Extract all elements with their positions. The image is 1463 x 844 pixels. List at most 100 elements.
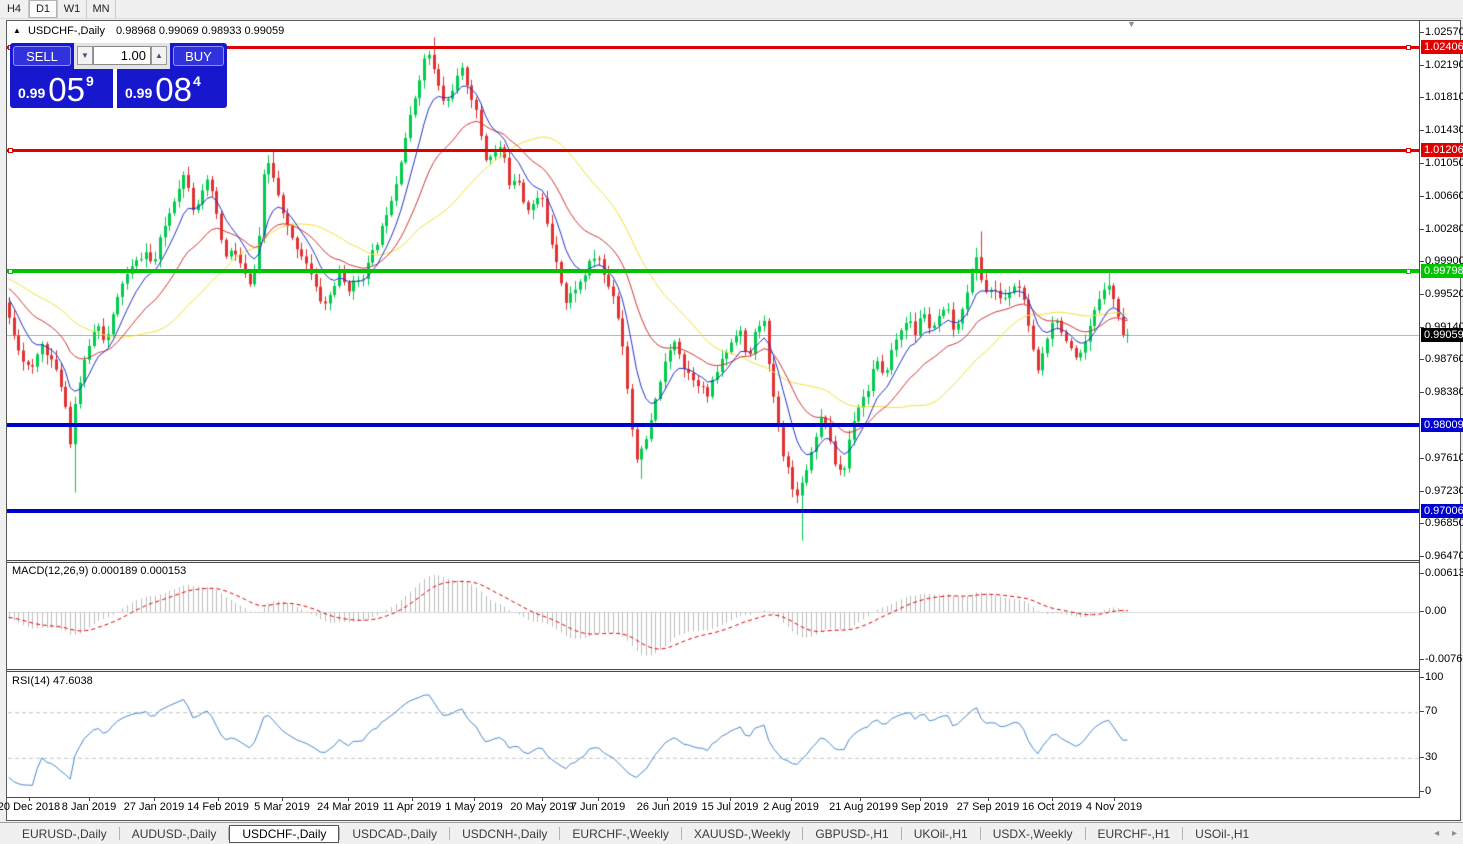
timeframe-h4-button[interactable]: H4 [0,0,29,18]
price-axis-tick: 0.97610 [1420,452,1463,464]
date-axis-tick-mark [791,797,792,801]
sell-price-box[interactable]: 0.99 05 9 [10,69,113,108]
macd-panel-separator[interactable] [7,560,1419,563]
chart-tab-xauusd-weekly[interactable]: XAUUSD-,Weekly [693,826,791,841]
macd-panel-canvas[interactable] [7,563,1419,669]
timeframe-mn-button[interactable]: MN [87,0,116,18]
tab-separator [559,827,561,840]
chart-tab-audusd-daily[interactable]: AUDUSD-,Daily [131,826,217,841]
volume-increase-button[interactable]: ▲ [151,46,167,65]
chart-tab-eurchf-h1[interactable]: EURCHF-,H1 [1097,826,1171,841]
chart-tab-usdcad-daily[interactable]: USDCAD-,Daily [352,826,438,841]
timeframe-w1-button[interactable]: W1 [58,0,87,18]
volume-decrease-button[interactable]: ▼ [77,46,93,65]
chart-tab-gbpusd-h1[interactable]: GBPUSD-,H1 [815,826,889,841]
rsi-axis-tick: 0 [1419,785,1432,797]
volume-input[interactable] [93,46,151,65]
chart-tab-eurchf-weekly[interactable]: EURCHF-,Weekly [572,826,669,841]
chart-tab-usdx-weekly[interactable]: USDX-,Weekly [992,826,1073,841]
price-axis-tick: 1.01050 [1420,157,1463,169]
tab-scroll-right-icon[interactable]: ▸ [1451,828,1457,839]
date-axis-label: 1 May 2019 [445,801,503,813]
price-axis-tick: 1.02190 [1420,59,1463,71]
price-axis-tick: 0.97230 [1420,485,1463,497]
price-level-badge: 1.01206 [1421,143,1463,157]
horizontal-level-line[interactable] [7,423,1419,427]
buy-price-box[interactable]: 0.99 08 4 [117,69,227,108]
level-line-handle[interactable] [1406,269,1411,274]
date-axis-label: 27 Sep 2019 [956,801,1020,813]
tab-separator [228,827,230,840]
date-axis-label: 5 Mar 2019 [254,801,310,813]
rsi-label: RSI(14) 47.6038 [12,675,93,687]
price-chart-canvas[interactable] [7,20,1419,560]
price-axis-tick: 0.98760 [1420,353,1463,365]
price-level-badge: 0.98009 [1421,418,1463,432]
date-axis-tick-mark [29,797,30,801]
horizontal-level-line[interactable] [7,509,1419,513]
price-level-badge: 0.99798 [1421,264,1463,278]
date-axis-label: 26 Jun 2019 [636,801,698,813]
rsi-panel-canvas[interactable] [7,672,1419,797]
chart-symbol-title: USDCHF-,Daily [27,25,105,37]
chart-tab-eurusd-daily[interactable]: EURUSD-,Daily [22,826,107,841]
horizontal-level-line[interactable] [7,149,1419,152]
price-axis-tick: 1.00660 [1420,190,1463,202]
date-axis-tick-mark [89,797,90,801]
price-axis-tick: 0.96850 [1420,517,1463,529]
chart-tab-usoil-h1[interactable]: USOil-,H1 [1195,826,1250,841]
date-axis-tick-mark [154,797,155,801]
tab-separator [802,827,804,840]
chart-tab-usdchf-daily[interactable]: USDCHF-,Daily [229,824,340,843]
date-axis-label: 9 Sep 2019 [891,801,949,813]
level-line-handle[interactable] [8,269,13,274]
tab-scroll-left-icon[interactable]: ◂ [1434,828,1440,839]
date-axis-label: 8 Jan 2019 [61,801,117,813]
date-axis-tick-mark [542,797,543,801]
chart-tab-ukoil-h1[interactable]: UKOil-,H1 [913,826,968,841]
date-axis-tick-mark [218,797,219,801]
price-axis-tick: 1.02570 [1420,26,1463,38]
date-axis-label: 2 Aug 2019 [763,801,819,813]
chart-tab-usdcnh-daily[interactable]: USDCNH-,Daily [462,826,548,841]
date-axis-tick-mark [667,797,668,801]
horizontal-level-line[interactable] [7,269,1419,273]
rsi-axis-tick: 30 [1419,751,1438,763]
sell-button[interactable]: SELL [13,46,71,66]
tab-separator [1084,827,1086,840]
current-price-badge: 0.99059 [1421,328,1463,342]
level-line-handle[interactable] [1406,45,1411,50]
price-axis-tick: 1.01430 [1420,124,1463,136]
date-axis-label: 4 Nov 2019 [1085,801,1143,813]
price-axis-line [1419,20,1420,798]
horizontal-level-line[interactable] [7,46,1419,49]
date-axis-label: 21 Aug 2019 [829,801,891,813]
timeframe-toolbar: H4 D1 W1 MN [0,0,1463,19]
date-axis-tick-mark [730,797,731,801]
rsi-panel-separator[interactable] [7,669,1419,672]
tab-separator [979,827,981,840]
chart-tab-bar: EURUSD-,Daily AUDUSD-,Daily USDCHF-,Daily U… [0,822,1463,844]
level-line-handle[interactable] [1406,148,1411,153]
level-line-handle[interactable] [8,148,13,153]
buy-button[interactable]: BUY [173,46,224,66]
macd-axis-tick: -0.007612 [1420,653,1463,666]
price-level-badge: 0.97006 [1421,504,1463,518]
sell-price-pip: 9 [85,73,94,89]
date-axis-tick-mark [474,797,475,801]
date-axis-tick-mark [598,797,599,801]
date-axis-tick-mark [920,797,921,801]
chart-shift-icon[interactable]: ▼ [1127,19,1136,29]
timeframe-d1-button[interactable]: D1 [29,0,58,18]
price-axis-tick: 0.99520 [1420,288,1463,300]
date-axis-tick-mark [988,797,989,801]
price-axis-tick: 0.96470 [1420,550,1463,562]
buy-price-big: 08 [155,71,192,108]
sell-price-prefix: 0.99 [18,85,46,101]
date-axis-tick-mark [860,797,861,801]
date-axis-label: 20 Dec 2018 [0,801,61,813]
collapse-triangle-icon[interactable]: ▲ [13,26,21,35]
price-axis-tick: 1.00280 [1420,223,1463,235]
